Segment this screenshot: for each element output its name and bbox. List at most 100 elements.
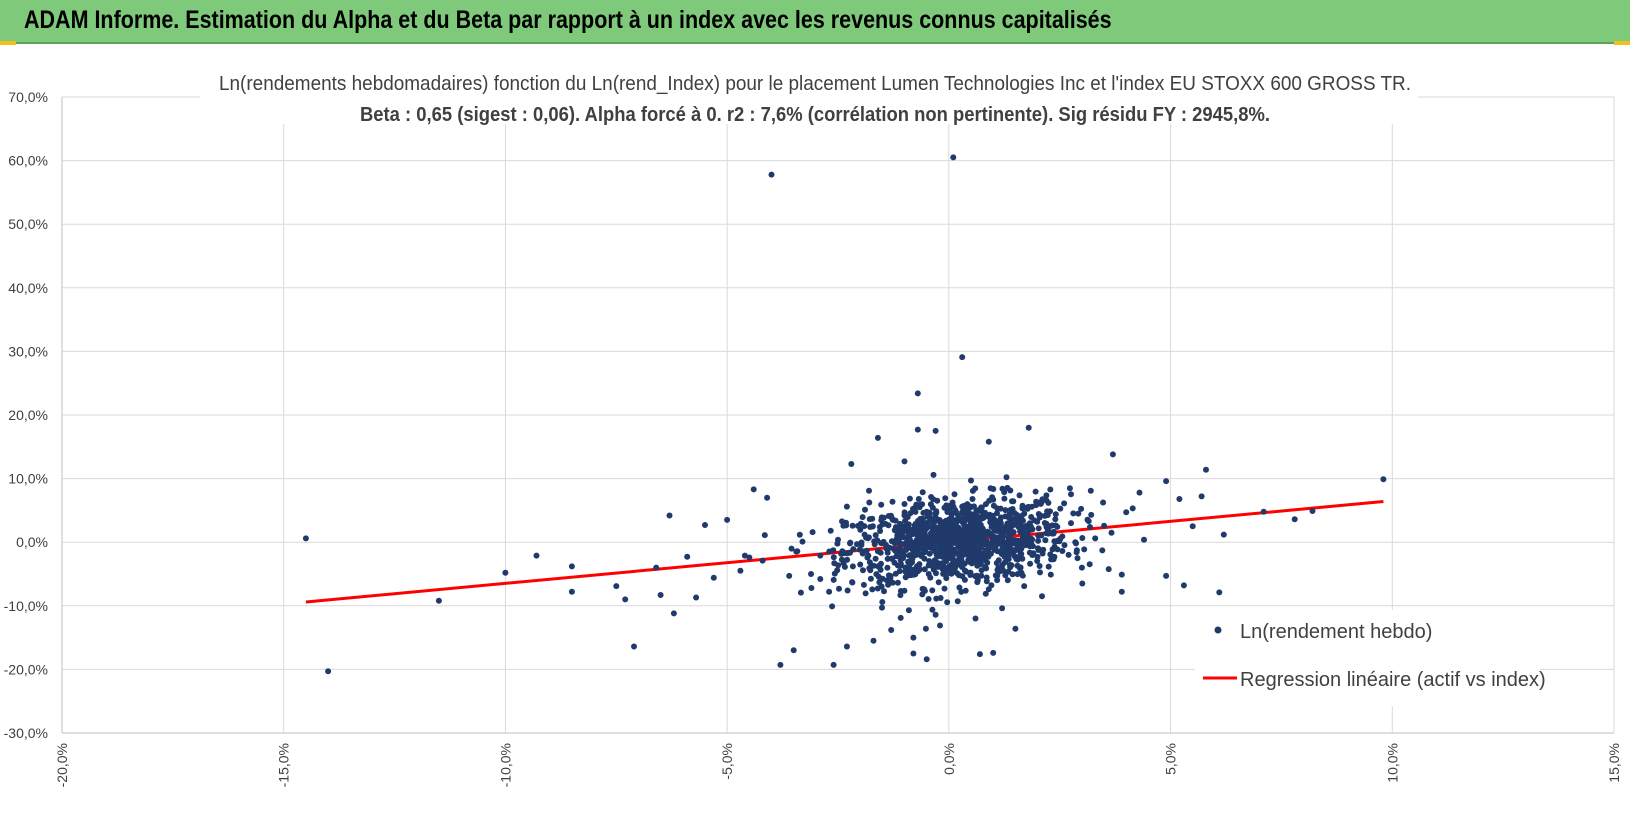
x-tick-label: 0,0% xyxy=(941,743,957,775)
data-point xyxy=(860,581,867,588)
data-point xyxy=(930,471,937,478)
data-point xyxy=(963,528,970,535)
data-point xyxy=(435,597,442,604)
data-point xyxy=(901,501,908,507)
data-point xyxy=(902,568,909,575)
data-point xyxy=(834,540,841,547)
data-point xyxy=(957,560,964,567)
data-point xyxy=(881,588,887,595)
data-point xyxy=(964,546,971,553)
data-point xyxy=(954,598,961,605)
data-point xyxy=(884,564,891,571)
data-point xyxy=(750,486,757,493)
data-point xyxy=(980,514,987,521)
data-point xyxy=(1035,537,1042,544)
data-point xyxy=(1016,492,1023,499)
data-point xyxy=(942,495,949,502)
chart-title-group: Ln(rendements hebdomadaires) fonction du… xyxy=(200,66,1418,126)
data-point xyxy=(1044,508,1051,515)
data-point xyxy=(1017,550,1024,557)
x-tick-label: -15,0% xyxy=(276,743,292,787)
data-point xyxy=(1085,518,1092,525)
data-point xyxy=(896,535,903,542)
data-point xyxy=(874,585,881,592)
data-point xyxy=(826,588,833,595)
data-point xyxy=(956,572,962,579)
data-point xyxy=(948,570,955,577)
data-point xyxy=(1043,524,1050,530)
data-point xyxy=(1136,489,1143,496)
data-point xyxy=(915,536,922,543)
data-point xyxy=(959,517,966,524)
data-point xyxy=(929,587,936,594)
data-point xyxy=(670,610,677,617)
data-point xyxy=(950,527,957,534)
data-point xyxy=(951,563,957,570)
data-point xyxy=(684,553,691,560)
data-point xyxy=(866,516,873,523)
x-tick-label: 10,0% xyxy=(1384,743,1400,783)
data-point xyxy=(865,552,872,559)
data-point xyxy=(854,541,860,548)
data-point xyxy=(927,501,934,508)
x-tick-label: -20,0% xyxy=(54,743,70,787)
data-point xyxy=(907,510,914,517)
data-point xyxy=(1039,496,1046,503)
data-point xyxy=(568,563,575,570)
data-point xyxy=(897,614,904,621)
data-point xyxy=(922,544,929,551)
data-point xyxy=(925,596,932,602)
data-point xyxy=(1021,583,1028,590)
data-point xyxy=(1047,571,1054,578)
data-point xyxy=(1059,548,1066,554)
data-point xyxy=(847,539,854,546)
legend-label-scatter: Ln(rendement hebdo) xyxy=(1240,621,1432,643)
data-point xyxy=(568,588,575,595)
data-point xyxy=(830,554,837,561)
data-point xyxy=(914,390,921,397)
data-point xyxy=(885,581,892,588)
data-point xyxy=(872,532,879,539)
data-point xyxy=(1004,526,1011,533)
data-point xyxy=(710,574,717,581)
data-point xyxy=(977,550,983,557)
data-point xyxy=(982,590,989,597)
data-point xyxy=(959,354,966,361)
data-point xyxy=(916,504,923,511)
y-tick-label: 20,0% xyxy=(8,407,48,423)
data-point xyxy=(799,538,806,545)
data-point xyxy=(1039,550,1046,557)
data-point xyxy=(829,603,836,610)
data-point xyxy=(1031,517,1038,524)
data-point xyxy=(910,650,917,657)
data-point xyxy=(988,582,995,589)
data-point xyxy=(831,570,838,577)
data-point xyxy=(896,525,903,532)
y-tick-label: -20,0% xyxy=(4,661,48,677)
data-point xyxy=(1037,569,1043,576)
data-point xyxy=(935,530,942,537)
data-point xyxy=(994,538,1001,545)
data-point xyxy=(1141,536,1147,543)
data-point xyxy=(844,556,851,563)
data-point xyxy=(938,553,945,560)
data-point xyxy=(1220,531,1227,538)
data-point xyxy=(1001,495,1008,502)
data-point xyxy=(972,615,979,622)
data-point xyxy=(1057,505,1064,512)
scatter-chart: -30,0% -20,0% -10,0% 0,0% 10,0% 20,0% 30,0% 40,… xyxy=(4,66,1622,787)
data-point xyxy=(962,587,969,594)
data-point xyxy=(863,547,870,554)
y-tick-label: 40,0% xyxy=(8,280,48,296)
data-point xyxy=(1081,546,1088,553)
data-point xyxy=(653,564,660,571)
x-tick-label: 5,0% xyxy=(1163,743,1179,775)
data-point xyxy=(827,527,834,534)
data-point xyxy=(809,529,816,536)
data-point xyxy=(878,501,885,508)
data-point xyxy=(932,427,939,434)
data-point xyxy=(925,537,932,544)
data-point xyxy=(764,494,771,501)
data-point xyxy=(920,509,927,516)
data-point xyxy=(1026,527,1033,534)
